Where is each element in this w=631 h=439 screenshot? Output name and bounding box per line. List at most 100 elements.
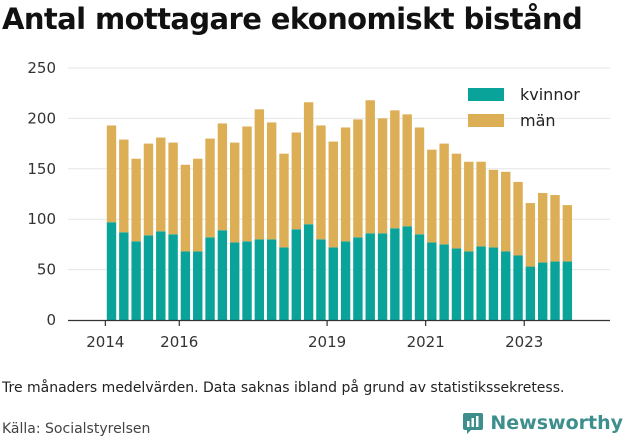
bar-kvinnor [390, 228, 400, 320]
bar-man [168, 142, 178, 235]
bar-man [328, 141, 338, 248]
y-axis-ticks: 0 50 100 150 200 250 [27, 59, 56, 329]
bar-kvinnor [365, 233, 375, 320]
brand-logo[interactable]: Newsworthy [462, 410, 623, 436]
bar-kvinnor [119, 232, 129, 320]
bar-kvinnor [230, 242, 240, 320]
bar-man [143, 143, 154, 236]
bar-kvinnor [402, 226, 412, 320]
x-axis: 2014 2016 2019 2021 2023 [68, 319, 610, 351]
bar-kvinnor [156, 231, 166, 320]
bar-man [562, 205, 573, 262]
legend-label: män [520, 111, 556, 130]
bar-man [254, 109, 265, 240]
source-text: Källa: Socialstyrelsen [2, 421, 151, 437]
bar-kvinnor [279, 247, 289, 320]
bars [106, 100, 573, 320]
bar-kvinnor [451, 248, 462, 320]
bar-man [291, 132, 301, 230]
bar-kvinnor [193, 251, 203, 320]
legend-label: kvinnor [520, 85, 580, 104]
bar-kvinnor [476, 246, 486, 320]
bar-man [414, 127, 425, 235]
bar-man [156, 137, 166, 232]
bar-kvinnor [217, 230, 228, 320]
legend-swatch [468, 114, 504, 127]
bar-kvinnor [131, 241, 141, 320]
chart-note: Tre månaders medelvärden. Data saknas ib… [2, 380, 565, 396]
bar-man [106, 125, 117, 223]
bar-kvinnor [427, 242, 437, 320]
bar-kvinnor [316, 239, 326, 320]
bar-man [439, 143, 449, 245]
bar-man [242, 126, 252, 242]
bar-man [119, 139, 129, 233]
bar-man [193, 158, 203, 252]
bar-kvinnor [501, 251, 511, 320]
bar-kvinnor [439, 244, 449, 320]
bar-kvinnor [266, 239, 277, 320]
y-tick-label: 150 [27, 160, 56, 178]
bar-kvinnor [168, 234, 178, 320]
bar-man [427, 149, 437, 243]
bar-kvinnor [106, 222, 117, 320]
bar-kvinnor [464, 251, 474, 320]
x-tick-label: 2014 [86, 333, 124, 351]
bar-kvinnor [377, 233, 388, 320]
legend: kvinnor män [468, 85, 580, 130]
bar-kvinnor [242, 241, 252, 320]
x-tick-label: 2016 [160, 333, 198, 351]
bar-man [205, 138, 215, 238]
y-tick-label: 200 [27, 109, 56, 127]
bar-man [501, 171, 511, 252]
bar-kvinnor [513, 255, 523, 320]
bar-man [476, 161, 486, 247]
bar-man [402, 114, 412, 227]
bar-man [550, 195, 560, 262]
bar-kvinnor [538, 262, 548, 320]
bar-man [365, 100, 375, 234]
newsworthy-logo-icon [463, 413, 484, 434]
bar-kvinnor [254, 239, 265, 320]
y-tick-label: 250 [27, 59, 56, 77]
bar-man [316, 125, 326, 240]
bar-kvinnor [303, 224, 314, 320]
legend-swatch [468, 88, 504, 101]
bar-man [279, 153, 289, 248]
bar-man [303, 102, 314, 225]
bar-man [340, 127, 351, 242]
bar-man [131, 158, 141, 242]
bar-kvinnor [143, 235, 154, 320]
bar-kvinnor [291, 229, 301, 320]
bar-man [451, 153, 462, 249]
bar-kvinnor [414, 234, 425, 320]
bar-kvinnor [340, 241, 351, 320]
bar-man [464, 161, 474, 252]
bar-man [230, 142, 240, 243]
bar-kvinnor [525, 266, 536, 320]
bar-man [513, 181, 523, 256]
y-tick-label: 0 [46, 311, 56, 329]
x-tick-label: 2021 [407, 333, 445, 351]
y-tick-label: 50 [37, 261, 56, 279]
bar-kvinnor [550, 261, 560, 320]
bar-man [377, 118, 388, 234]
bar-man [217, 123, 228, 231]
bar-kvinnor [562, 261, 573, 320]
bar-kvinnor [328, 247, 338, 320]
bar-kvinnor [180, 251, 191, 320]
x-tick-label: 2023 [505, 333, 543, 351]
stacked-bar-chart: 0 50 100 150 200 250 2014 2016 2019 2021 2023 kvi… [27, 59, 610, 351]
bar-kvinnor [353, 237, 363, 320]
y-tick-label: 100 [27, 210, 56, 228]
bar-man [525, 203, 536, 267]
bar-man [353, 119, 363, 238]
chart-title: Antal mottagare ekonomiskt bistånd [2, 2, 583, 36]
bar-kvinnor [205, 237, 215, 320]
bar-man [488, 169, 499, 248]
x-tick-label: 2019 [308, 333, 346, 351]
bar-kvinnor [488, 247, 499, 320]
bar-man [266, 122, 277, 240]
brand-name: Newsworthy [490, 412, 623, 434]
bar-man [538, 192, 548, 263]
